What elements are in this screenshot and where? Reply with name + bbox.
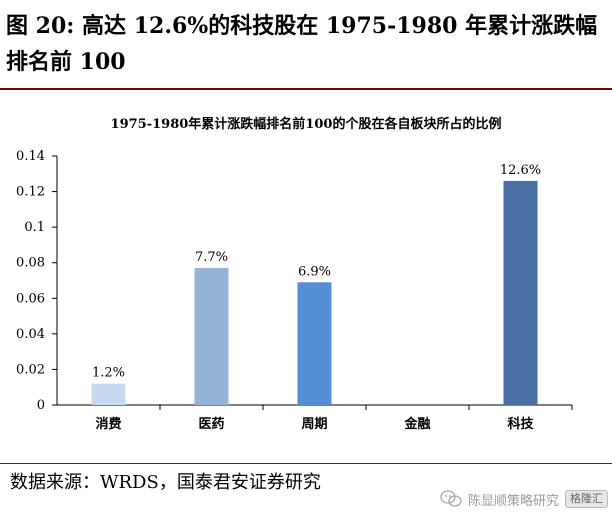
x-category-label: 消费 — [95, 416, 121, 432]
chart-title: 1975-1980年累计涨跌幅排名前100的个股在各自板块所占的比例 — [111, 116, 502, 132]
watermark-badge: 格隆汇 — [565, 490, 608, 508]
footer-divider — [0, 463, 612, 464]
data-label: 1.2% — [92, 366, 125, 381]
y-axis-ticks: 0 0.02 0.04 0.06 0.08 0.1 0.12 0.14 — [16, 149, 57, 413]
y-tick-label: 0.12 — [16, 185, 45, 200]
x-category-label: 金融 — [403, 416, 430, 432]
data-label: 6.9% — [298, 264, 331, 279]
watermark: 陈显顺策略研究 格隆汇 — [440, 486, 608, 512]
y-tick-label: 0.04 — [16, 327, 45, 342]
data-label: 12.6% — [500, 163, 541, 178]
y-tick-label: 0 — [37, 398, 45, 413]
bar-消费 — [91, 383, 126, 405]
figure-title: 图 20: 高达 12.6%的科技股在 1975-1980 年累计涨跌幅排名前 … — [6, 13, 598, 75]
watermark-text: 陈显顺策略研究 — [467, 493, 559, 509]
title-divider — [0, 88, 612, 90]
source-note: 数据来源：WRDS，国泰君安证券研究 — [10, 472, 321, 493]
bar-chart: 1975-1980年累计涨跌幅排名前100的个股在各自板块所占的比例 0 0.02… — [16, 116, 573, 432]
x-category-label: 医药 — [198, 416, 224, 432]
bars-group: 1.2% 7.7% 6.9% 12.6% — [91, 163, 541, 405]
y-tick-label: 0.06 — [16, 291, 45, 306]
x-category-label: 周期 — [301, 417, 327, 432]
y-tick-label: 0.14 — [16, 149, 45, 164]
data-label: 7.7% — [195, 250, 228, 265]
bar-科技 — [503, 180, 538, 405]
bar-周期 — [297, 282, 332, 405]
x-axis-ticks: 消费 医药 周期 金融 科技 — [95, 405, 573, 432]
y-tick-label: 0.08 — [16, 256, 45, 271]
wechat-icon — [440, 490, 462, 507]
y-tick-label: 0.02 — [16, 362, 45, 377]
x-category-label: 科技 — [507, 416, 534, 432]
y-tick-label: 0.1 — [24, 220, 45, 235]
bar-医药 — [194, 268, 229, 405]
